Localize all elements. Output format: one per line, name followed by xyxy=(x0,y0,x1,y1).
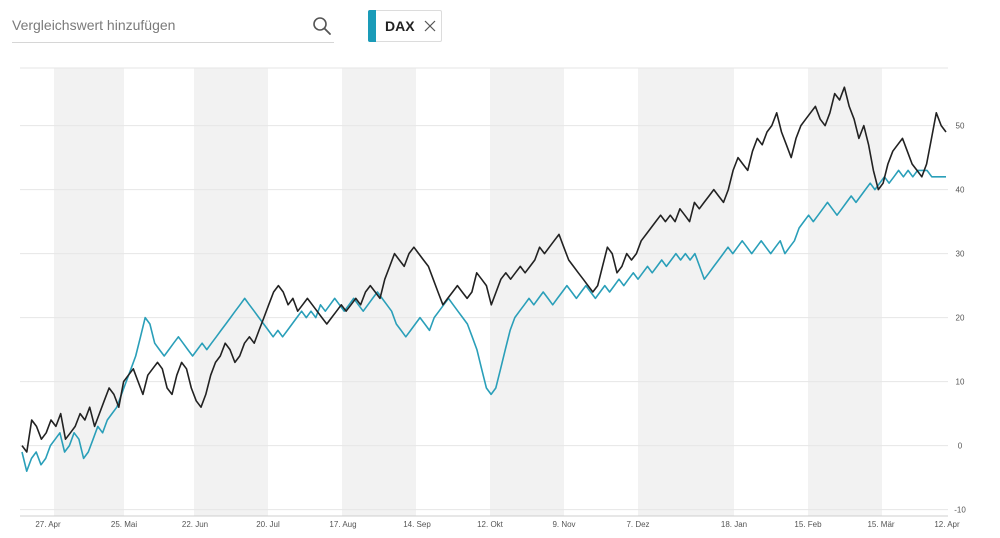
y-tick-label: 10 xyxy=(956,378,965,387)
x-tick-label: 17. Aug xyxy=(329,520,356,529)
x-tick-label: 15. Feb xyxy=(794,520,822,529)
series-line-dax xyxy=(21,169,946,473)
month-band xyxy=(808,68,882,516)
chip-color-marker xyxy=(368,10,376,42)
y-tick-label: 50 xyxy=(956,122,965,131)
y-tick-label: 30 xyxy=(956,250,965,259)
x-tick-label: 27. Apr xyxy=(35,520,61,529)
search-icon[interactable] xyxy=(312,16,332,36)
x-tick-label: 15. Mär xyxy=(867,520,894,529)
x-tick-label: 25. Mai xyxy=(111,520,137,529)
series-line-primary xyxy=(21,86,947,453)
y-tick-label: 40 xyxy=(956,186,965,195)
x-tick-label: 12. Apr xyxy=(934,520,960,529)
compare-search xyxy=(12,10,334,43)
x-tick-label: 9. Nov xyxy=(552,520,575,529)
month-band xyxy=(342,68,416,516)
y-tick-label: -10 xyxy=(954,506,966,515)
compare-search-input[interactable] xyxy=(12,10,302,40)
month-band xyxy=(638,68,734,516)
x-tick-label: 12. Okt xyxy=(477,520,504,529)
x-tick-label: 18. Jan xyxy=(721,520,747,529)
month-band xyxy=(490,68,564,516)
month-band xyxy=(54,68,124,516)
x-tick-label: 7. Dez xyxy=(626,520,649,529)
close-icon[interactable] xyxy=(423,19,437,33)
month-band xyxy=(194,68,268,516)
y-tick-label: 0 xyxy=(958,442,963,451)
x-tick-label: 14. Sep xyxy=(403,520,431,529)
x-tick-label: 20. Jul xyxy=(256,520,280,529)
x-tick-label: 22. Jun xyxy=(182,520,208,529)
chip-label: DAX xyxy=(385,18,415,34)
comparison-chip-dax: DAX xyxy=(368,10,442,42)
y-tick-label: 20 xyxy=(956,314,965,323)
